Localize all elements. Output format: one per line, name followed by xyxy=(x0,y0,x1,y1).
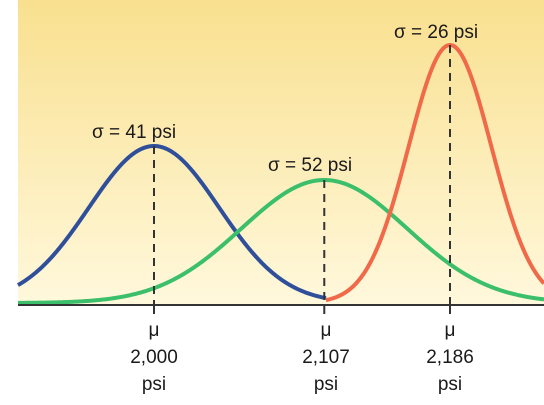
curves xyxy=(16,43,544,305)
tick-unit-3: psi xyxy=(438,374,462,395)
mean-markers xyxy=(153,45,451,314)
tick-value-2: 2,107 xyxy=(302,347,350,368)
plot-background xyxy=(18,0,544,305)
tick-mu-1: μ xyxy=(149,320,160,341)
tick-unit-2: psi xyxy=(314,374,338,395)
tick-value-1: 2,000 xyxy=(130,347,178,368)
sd-label-1: σ = 41 psi xyxy=(92,122,176,143)
sd-label-2: σ = 52 psi xyxy=(268,155,352,176)
tick-value-3: 2,186 xyxy=(426,347,474,368)
tick-mu-2: μ xyxy=(321,320,332,341)
sd-label-3: σ = 26 psi xyxy=(394,22,478,43)
tick-mu-3: μ xyxy=(445,320,456,341)
series-curve-2 xyxy=(17,178,544,305)
tick-unit-1: psi xyxy=(142,374,166,395)
series-curve-1 xyxy=(16,144,327,301)
series-curve-3 xyxy=(325,43,544,303)
